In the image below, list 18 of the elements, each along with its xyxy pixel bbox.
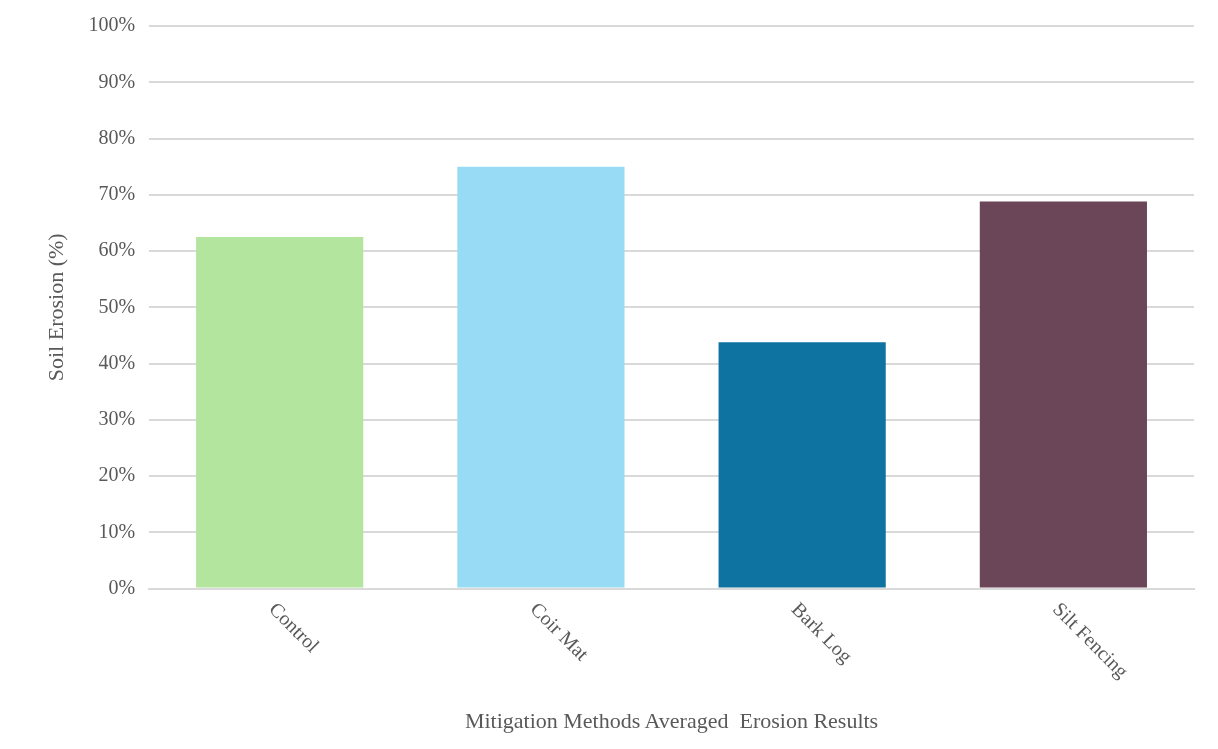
y-tick-label: 70%: [98, 182, 136, 205]
y-tick-label: 90%: [98, 69, 136, 92]
bar: [718, 342, 886, 588]
x-tick-label: Coir Mat: [526, 597, 594, 665]
y-tick-label: 10%: [98, 519, 136, 542]
bar: [979, 201, 1147, 588]
y-axis-title: Soil Erosion (%): [42, 233, 68, 382]
y-tick-label: 100%: [88, 13, 136, 36]
bar: [457, 166, 625, 588]
y-tick-label: 80%: [98, 125, 136, 148]
x-axis-title: Mitigation Methods Averaged Erosion Results: [464, 707, 879, 733]
y-tick-label: 0%: [108, 575, 136, 598]
y-tick-label: 50%: [98, 294, 136, 317]
y-tick-label: 60%: [98, 238, 136, 261]
bar: [196, 236, 364, 588]
y-tick-label: 20%: [98, 463, 136, 486]
y-tick-label: 30%: [98, 407, 136, 430]
y-tick-label: 40%: [98, 350, 136, 373]
